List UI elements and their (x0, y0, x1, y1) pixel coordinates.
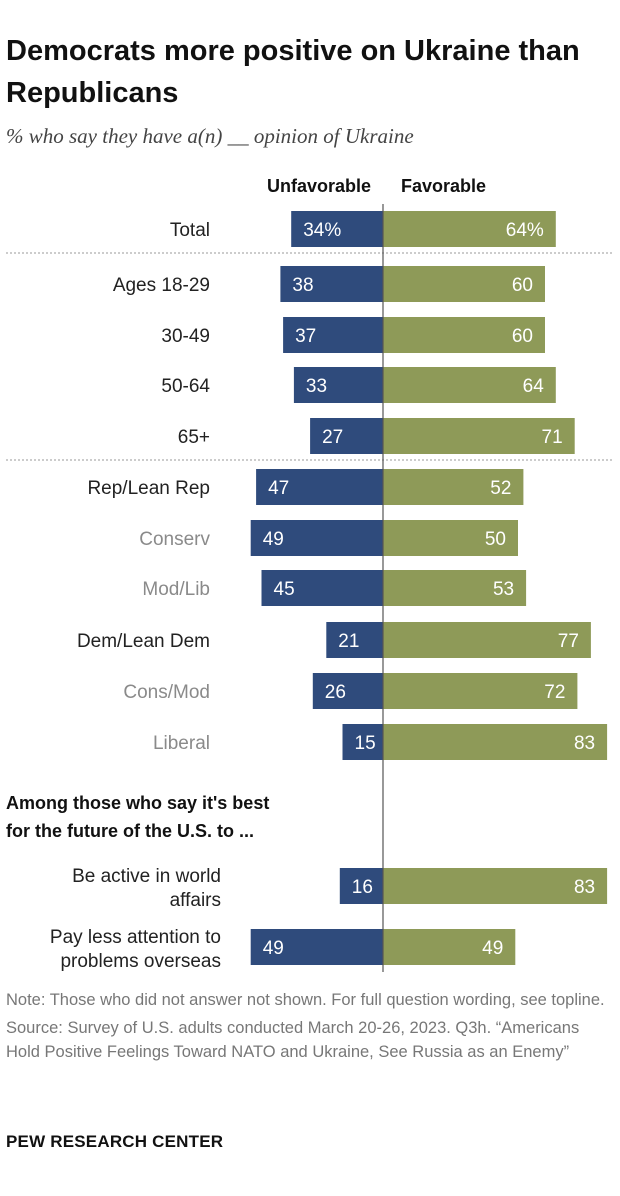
bar-favorable (383, 868, 608, 904)
bar-unfavorable (326, 622, 383, 658)
bar-favorable (383, 673, 578, 709)
bar-favorable (383, 418, 575, 454)
bar-unfavorable (250, 929, 383, 965)
data-label-favorable: 83 (574, 733, 595, 754)
data-label-unfavorable: 27 (322, 427, 343, 448)
data-label-unfavorable: 38 (292, 275, 313, 296)
bar-unfavorable (283, 317, 383, 353)
data-label-favorable: 50 (485, 529, 506, 550)
bar-favorable (383, 570, 527, 606)
data-label-favorable: 71 (542, 427, 563, 448)
chart-title: Democrats more positive on Ukraine than … (6, 35, 580, 109)
bar-favorable (383, 929, 516, 965)
bar-favorable (383, 520, 518, 556)
data-label-unfavorable: 49 (263, 938, 284, 959)
category-label: Liberal (153, 733, 210, 754)
bar-unfavorable (293, 367, 383, 403)
data-label-favorable: 64 (523, 376, 545, 397)
bar-favorable (383, 622, 591, 658)
chart-note: Note: Those who did not answer not shown… (6, 991, 605, 1009)
chart-subtitle: % who say they have a(n) __ opinion of U… (6, 124, 414, 148)
bar-favorable (383, 367, 556, 403)
data-label-unfavorable: 26 (325, 682, 346, 703)
category-label: Be active in world affairs (72, 866, 221, 911)
data-label-favorable: 53 (493, 579, 514, 600)
bar-favorable (383, 724, 608, 760)
data-label-favorable: 83 (574, 877, 595, 898)
data-label-favorable: 52 (490, 478, 511, 499)
data-label-favorable: 60 (512, 326, 533, 347)
data-label-unfavorable: 49 (263, 529, 284, 550)
bar-favorable (383, 469, 524, 505)
category-label: Pay less attention to problems overseas (50, 927, 221, 972)
bar-favorable (383, 317, 545, 353)
data-label-unfavorable: 33 (306, 376, 327, 397)
chart-footer: Note: Those who did not answer not shown… (6, 988, 610, 1068)
data-label-unfavorable: 34% (303, 220, 341, 241)
chart-source: Source: Survey of U.S. adults conducted … (6, 1019, 580, 1061)
bar-unfavorable (291, 211, 383, 247)
bar-unfavorable (256, 469, 383, 505)
category-label: Conserv (139, 529, 210, 550)
bar-unfavorable (310, 418, 383, 454)
data-label-favorable: 64% (506, 220, 544, 241)
data-label-favorable: 60 (512, 275, 533, 296)
bar-unfavorable (250, 520, 383, 556)
data-label-favorable: 49 (482, 938, 503, 959)
bar-favorable (383, 211, 556, 247)
bar-unfavorable (280, 266, 383, 302)
diverging-bar-chart: Unfavorable Favorable 34% 64% Total 38 60 Ages … (6, 176, 612, 972)
category-label: Ages 18-29 (113, 275, 210, 296)
data-label-favorable: 72 (544, 682, 565, 703)
data-label-unfavorable: 47 (268, 478, 289, 499)
bar-favorable (383, 266, 545, 302)
category-label: Total (170, 220, 210, 241)
bar-unfavorable (342, 724, 383, 760)
data-label-unfavorable: 16 (352, 877, 373, 898)
section-heading: Among those who say it's best for the fut… (6, 793, 269, 841)
data-label-unfavorable: 45 (274, 579, 295, 600)
bar-unfavorable (339, 868, 383, 904)
data-label-unfavorable: 21 (338, 631, 359, 652)
bar-unfavorable (312, 673, 383, 709)
data-label-unfavorable: 37 (295, 326, 316, 347)
legend-favorable: Favorable (401, 176, 486, 196)
category-label: 65+ (178, 427, 210, 448)
category-label: 50-64 (161, 376, 210, 397)
category-label: Mod/Lib (142, 579, 210, 600)
category-label: Cons/Mod (123, 682, 210, 703)
data-label-favorable: 77 (558, 631, 579, 652)
category-label: Rep/Lean Rep (87, 478, 210, 499)
legend-unfavorable: Unfavorable (267, 176, 371, 196)
bar-unfavorable (261, 570, 383, 606)
category-label: Dem/Lean Dem (77, 631, 210, 652)
data-label-unfavorable: 15 (355, 733, 376, 754)
category-label: 30-49 (161, 326, 210, 347)
publisher-logo-text: PEW RESEARCH CENTER (6, 1132, 224, 1151)
